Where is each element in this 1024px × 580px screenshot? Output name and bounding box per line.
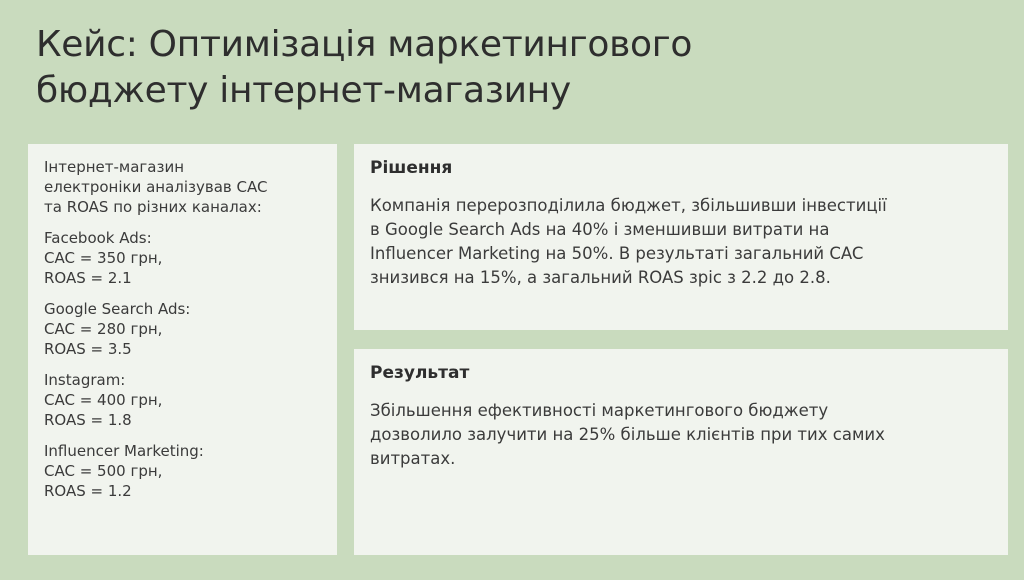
solution-line: Компанія перерозподілила бюджет, збільши… xyxy=(370,196,887,215)
channel-instagram: Instagram: CAC = 400 грн, ROAS = 1.8 xyxy=(44,370,321,430)
result-line: витратах. xyxy=(370,449,456,468)
channel-cac: CAC = 500 грн, xyxy=(44,462,163,480)
channel-cac: CAC = 400 грн, xyxy=(44,391,163,409)
solution-text: Компанія перерозподілила бюджет, збільши… xyxy=(370,194,992,290)
result-heading: Результат xyxy=(370,363,470,383)
intro-line: Інтернет-магазин xyxy=(44,158,185,176)
solution-line: знизився на 15%, а загальний ROAS зріс з… xyxy=(370,268,831,287)
channels-card: Інтернет-магазин електроніки аналізував … xyxy=(28,144,337,555)
channel-cac: CAC = 350 грн, xyxy=(44,249,163,267)
solution-card: Рішення Компанія перерозподілила бюджет,… xyxy=(354,144,1008,330)
result-card: Результат Збільшення ефективності маркет… xyxy=(354,349,1008,555)
channel-facebook: Facebook Ads: CAC = 350 грн, ROAS = 2.1 xyxy=(44,228,321,288)
result-line: дозволило залучити на 25% більше клієнті… xyxy=(370,425,885,444)
channel-influencer: Influencer Marketing: CAC = 500 грн, ROA… xyxy=(44,441,321,501)
solution-heading: Рішення xyxy=(370,158,453,178)
result-line: Збільшення ефективності маркетингового б… xyxy=(370,401,829,420)
channel-google: Google Search Ads: CAC = 280 грн, ROAS =… xyxy=(44,299,321,359)
intro-line: електроніки аналізував CAC xyxy=(44,178,268,196)
channel-name: Influencer Marketing: xyxy=(44,442,204,460)
title-line: бюджету інтернет-магазину xyxy=(36,70,571,111)
page-title: Кейс: Оптимізація маркетингового бюджету… xyxy=(36,22,692,114)
channel-roas: ROAS = 2.1 xyxy=(44,269,132,287)
channel-roas: ROAS = 1.8 xyxy=(44,411,132,429)
channel-name: Instagram: xyxy=(44,371,126,389)
solution-line: в Google Search Ads на 40% і зменшивши в… xyxy=(370,220,830,239)
channel-name: Google Search Ads: xyxy=(44,300,191,318)
channel-roas: ROAS = 3.5 xyxy=(44,340,132,358)
title-line: Кейс: Оптимізація маркетингового xyxy=(36,24,693,65)
channel-cac: CAC = 280 грн, xyxy=(44,320,163,338)
channel-roas: ROAS = 1.2 xyxy=(44,482,132,500)
solution-line: Influencer Marketing на 50%. В результат… xyxy=(370,244,864,263)
result-text: Збільшення ефективності маркетингового б… xyxy=(370,399,992,471)
channel-name: Facebook Ads: xyxy=(44,229,152,247)
intro-line: та ROAS по різних каналах: xyxy=(44,198,262,216)
intro-text: Інтернет-магазин електроніки аналізував … xyxy=(44,157,321,217)
